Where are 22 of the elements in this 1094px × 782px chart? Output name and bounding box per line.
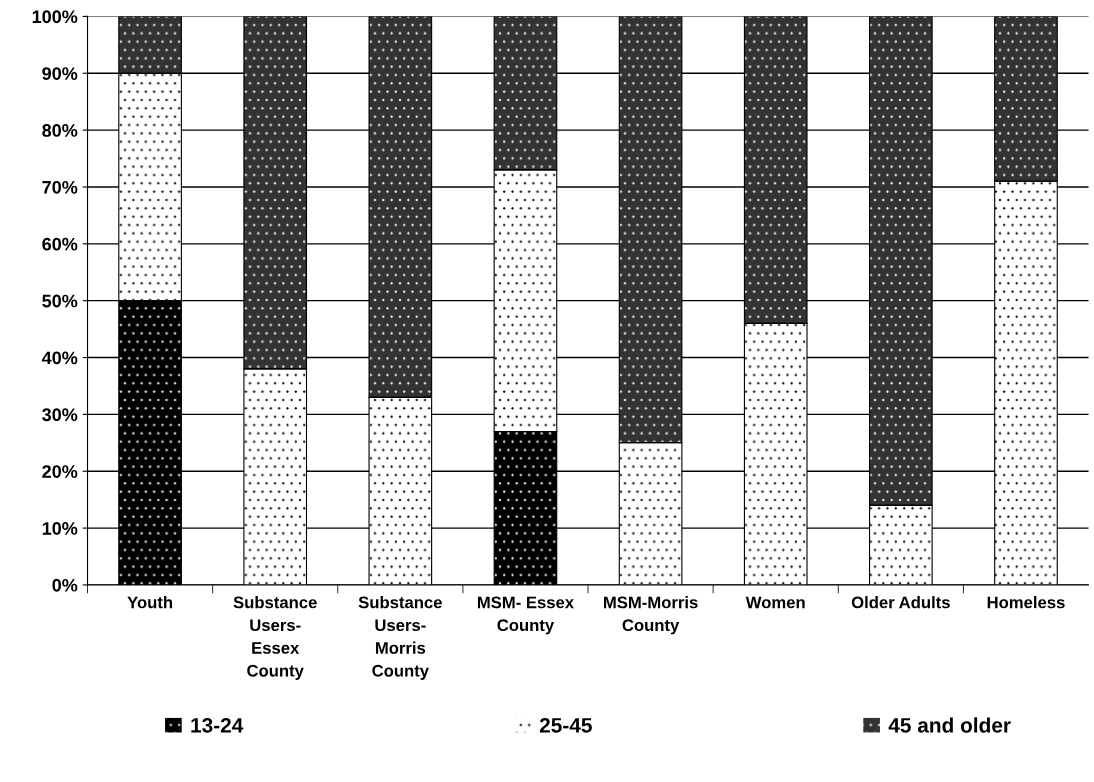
x-tick-label: MSM-Morris County [604,596,698,635]
legend-label: 13-24 [191,717,244,733]
x-tick-label: Older Adults [851,596,950,609]
y-tick-label: 40% [41,351,78,365]
y-tick-label: 100% [32,10,78,24]
x-tick-label: Women [745,596,805,609]
x-tick-label: MSM- Essex County [477,596,574,635]
y-tick-label: 50% [42,294,78,308]
y-tick-label: 20% [42,465,78,478]
y-tick-label: 0% [52,578,78,592]
y-tick-label: 70% [42,180,78,194]
y-tick-label: 30% [42,408,78,422]
x-tick-label: Youth [127,596,173,609]
y-tick-label: 80% [42,124,78,137]
x-tick-label: Substance Users-Essex County [233,596,317,680]
y-tick-label: 90% [42,67,78,80]
x-tick-label: Homeless [987,596,1065,609]
x-tick-label: Substance Users-Morris County [358,596,442,680]
legend-label: 45 and older [888,717,1011,733]
legend-label: 25-45 [539,717,592,733]
y-tick-label: 10% [42,522,78,535]
y-tick-label: 60% [42,237,78,251]
